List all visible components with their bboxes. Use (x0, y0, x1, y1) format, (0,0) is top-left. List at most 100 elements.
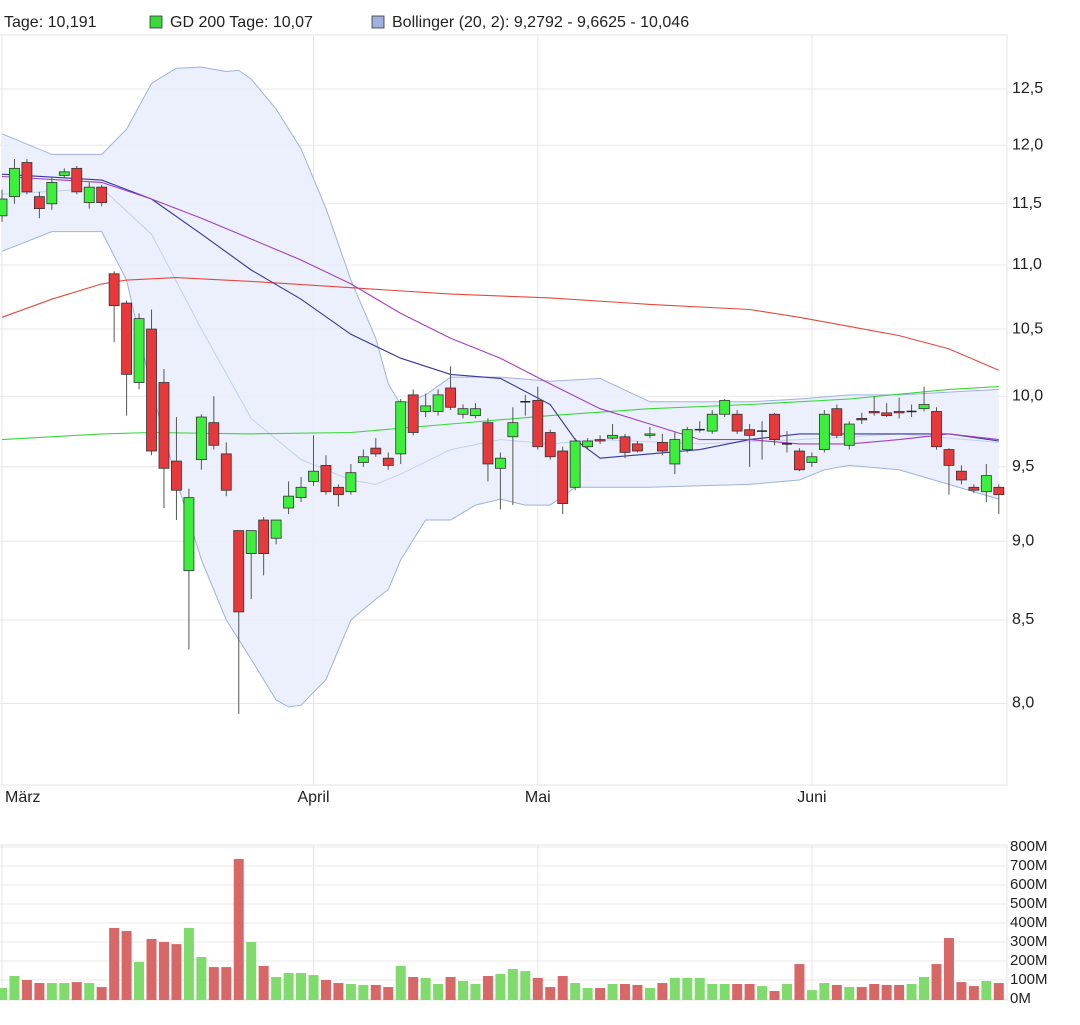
volume-bar (956, 982, 967, 1000)
volume-bar (208, 967, 219, 1000)
price-panel-frame (0, 34, 1008, 786)
volume-bar (9, 976, 20, 1000)
volume-bar (320, 980, 331, 1000)
volume-tick-label: 100M (1010, 971, 1048, 988)
candle-body (0, 198, 8, 217)
volume-tick-label: 0M (1010, 990, 1031, 1007)
candle-body (470, 408, 481, 417)
candle-body (507, 422, 519, 438)
volume-bar (171, 944, 182, 1000)
candle-body (121, 302, 132, 375)
candle-body (407, 394, 419, 433)
volume-tick-label: 700M (1010, 857, 1048, 874)
volume-bar (109, 927, 120, 1000)
candle-body (83, 186, 95, 204)
volume-bar (96, 987, 107, 1000)
candle-body (993, 486, 1005, 496)
candle-body (245, 530, 257, 554)
volume-tick-label: 400M (1010, 914, 1048, 931)
x-tick-label: Juni (797, 789, 826, 806)
volume-bar (869, 983, 880, 1000)
candle-body (21, 162, 33, 193)
candle-body (195, 416, 207, 461)
candle-body (931, 411, 942, 448)
x-tick-label: April (297, 789, 329, 806)
volume-bar (495, 973, 506, 1000)
volume-bar (420, 977, 431, 1000)
y-tick-label: 12,0 (1012, 136, 1043, 153)
candle-body (457, 408, 469, 415)
y-tick-label: 10,5 (1012, 320, 1043, 337)
candle-body (9, 167, 20, 198)
y-tick-label: 9,0 (1012, 533, 1034, 550)
volume-bar (682, 977, 693, 1000)
volume-bar (470, 983, 481, 1000)
volume-tick-label: 200M (1010, 952, 1048, 969)
candle-body (594, 439, 606, 442)
candle-body (96, 186, 108, 204)
volume-bar (358, 984, 369, 1000)
candle-body (432, 394, 444, 412)
volume-bar (931, 964, 942, 1000)
volume-bar (59, 983, 70, 1000)
candle-body (494, 457, 506, 469)
candle-body (582, 440, 594, 448)
y-tick-label: 8,5 (1012, 611, 1034, 628)
volume-bar (657, 983, 668, 1000)
x-tick-label: März (5, 789, 41, 806)
candle-body (482, 422, 494, 465)
candle-body (283, 495, 294, 509)
volume-bar (844, 987, 855, 1000)
volume-bar (906, 983, 917, 1000)
candle-body (644, 433, 656, 436)
volume-bar (595, 987, 606, 1000)
volume-bar (408, 976, 419, 1000)
volume-bar (246, 942, 257, 1000)
y-tick-label: 10,0 (1012, 387, 1043, 404)
legend-label: Bollinger (20, 2): 9,2792 - 9,6625 - 10,… (392, 14, 689, 31)
ma-line (1, 386, 999, 441)
volume-bar (121, 930, 132, 1000)
bollinger-upper (1, 66, 999, 406)
ma-line (1, 175, 999, 445)
candle-body (270, 519, 282, 539)
volume-bar (669, 977, 680, 1000)
candle-body (868, 411, 880, 414)
candle-body (669, 439, 681, 465)
candle-body (46, 182, 58, 205)
volume-bar (919, 976, 930, 1000)
candle-body (918, 404, 930, 410)
volume-bar (383, 987, 394, 1000)
volume-bar (34, 983, 45, 1000)
candle-body (233, 530, 245, 613)
candle-body (532, 399, 544, 448)
volume-bar (981, 980, 992, 1000)
volume-bar (943, 938, 954, 1000)
volume-bar (395, 965, 406, 1000)
candle-body (33, 196, 45, 210)
candle-body (308, 470, 319, 482)
volume-bar (296, 972, 307, 1000)
candle-body (681, 429, 693, 450)
candle-body (108, 273, 120, 307)
volume-bar (146, 938, 157, 1000)
volume-bar (968, 986, 979, 1000)
candle-body (382, 457, 394, 466)
volume-tick-label: 600M (1010, 876, 1048, 893)
volume-bar (0, 987, 7, 1000)
volume-tick-label: 300M (1010, 933, 1048, 950)
candle-body (656, 442, 668, 452)
volume-bar (831, 984, 842, 1000)
volume-bar (134, 961, 145, 1000)
y-tick-label: 11,5 (1012, 195, 1042, 212)
candle-body (171, 460, 182, 491)
volume-bar (894, 984, 905, 1000)
volume-bar (819, 983, 830, 1000)
volume-bar (370, 984, 381, 1000)
y-tick-label: 9,5 (1012, 458, 1034, 475)
candle-body (831, 408, 843, 436)
candle-body (818, 413, 830, 450)
candle-body (806, 456, 818, 463)
candle-body (968, 486, 980, 491)
